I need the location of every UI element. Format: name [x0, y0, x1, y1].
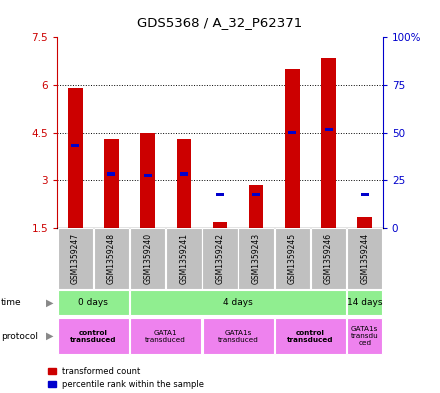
Bar: [361, 193, 369, 196]
Bar: [357, 217, 372, 228]
Text: GATA1s
transduced: GATA1s transduced: [218, 329, 259, 343]
Bar: [285, 69, 300, 228]
Bar: [94, 228, 129, 289]
Bar: [140, 132, 155, 228]
Bar: [144, 174, 152, 177]
Text: GATA1
transduced: GATA1 transduced: [145, 329, 186, 343]
Bar: [238, 228, 274, 289]
Text: GSM1359248: GSM1359248: [107, 233, 116, 284]
Text: GSM1359241: GSM1359241: [180, 233, 188, 284]
Bar: [203, 318, 274, 354]
Bar: [176, 139, 191, 228]
Bar: [321, 58, 336, 228]
Bar: [252, 193, 260, 196]
Bar: [216, 193, 224, 196]
Bar: [130, 290, 346, 315]
Text: time: time: [1, 298, 22, 307]
Bar: [180, 173, 188, 176]
Bar: [275, 318, 346, 354]
Text: GSM1359245: GSM1359245: [288, 233, 297, 284]
Bar: [58, 228, 93, 289]
Text: 4 days: 4 days: [223, 298, 253, 307]
Bar: [311, 228, 346, 289]
Bar: [71, 144, 79, 147]
Text: GSM1359243: GSM1359243: [252, 233, 260, 284]
Text: 0 days: 0 days: [78, 298, 108, 307]
Text: GSM1359246: GSM1359246: [324, 233, 333, 284]
Bar: [202, 228, 238, 289]
Text: GSM1359247: GSM1359247: [71, 233, 80, 284]
Bar: [249, 185, 264, 228]
Bar: [288, 131, 296, 134]
Bar: [58, 318, 129, 354]
Bar: [347, 228, 382, 289]
Bar: [107, 173, 115, 176]
Legend: transformed count, percentile rank within the sample: transformed count, percentile rank withi…: [48, 367, 204, 389]
Text: ▶: ▶: [46, 331, 54, 341]
Bar: [58, 290, 129, 315]
Bar: [166, 228, 202, 289]
Bar: [275, 228, 310, 289]
Text: protocol: protocol: [1, 332, 38, 340]
Bar: [130, 228, 165, 289]
Bar: [68, 88, 83, 228]
Text: GSM1359244: GSM1359244: [360, 233, 369, 284]
Text: ▶: ▶: [46, 298, 54, 308]
Bar: [130, 318, 201, 354]
Bar: [347, 290, 382, 315]
Text: GSM1359242: GSM1359242: [216, 233, 224, 284]
Bar: [347, 318, 382, 354]
Text: control
transduced: control transduced: [287, 329, 334, 343]
Text: 14 days: 14 days: [347, 298, 382, 307]
Bar: [325, 128, 333, 131]
Text: GATA1s
transdu
ced: GATA1s transdu ced: [351, 326, 378, 346]
Text: GSM1359240: GSM1359240: [143, 233, 152, 284]
Text: GDS5368 / A_32_P62371: GDS5368 / A_32_P62371: [137, 16, 303, 29]
Bar: [213, 222, 227, 228]
Text: control
transduced: control transduced: [70, 329, 117, 343]
Bar: [104, 139, 119, 228]
